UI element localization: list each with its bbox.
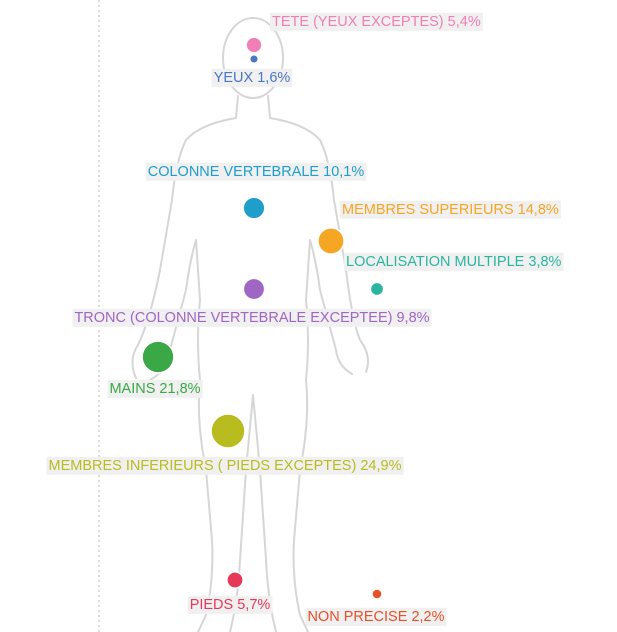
- bubble-label: NON PRECISE 2,2%: [307, 609, 444, 625]
- label-background: [305, 607, 447, 626]
- label-background: [107, 379, 203, 398]
- body-silhouette: [131, 17, 369, 632]
- label-background: [187, 595, 273, 614]
- bubble: [248, 53, 260, 65]
- label-background: [340, 200, 561, 219]
- category-name: MAINS: [109, 381, 155, 397]
- label-background: [270, 12, 483, 31]
- bubble: [317, 227, 345, 255]
- bubble: [371, 588, 383, 600]
- bubble-label: MEMBRES INFERIEURS ( PIEDS EXCEPTES) 24,…: [49, 458, 402, 474]
- category-name: TRONC (COLONNE VERTEBRALE EXCEPTEE): [74, 310, 392, 326]
- value-label: 5,4%: [448, 14, 481, 30]
- label-background: [145, 162, 367, 181]
- value-label: 10,1%: [323, 164, 364, 180]
- label-background: [72, 308, 432, 327]
- value-label: 5,7%: [237, 597, 270, 613]
- value-label: 21,8%: [159, 381, 200, 397]
- category-name: LOCALISATION MULTIPLE: [346, 254, 525, 270]
- bubble: [242, 196, 266, 220]
- value-label: 1,6%: [257, 70, 290, 86]
- bubble: [141, 340, 175, 374]
- value-label: 2,2%: [411, 609, 444, 625]
- bubble-label: TETE (YEUX EXCEPTES) 5,4%: [272, 14, 481, 30]
- bubble: [245, 36, 263, 54]
- label-background: [211, 68, 293, 87]
- bubble-label: COLONNE VERTEBRALE 10,1%: [148, 164, 365, 180]
- label-background: [344, 252, 564, 271]
- value-label: 24,9%: [360, 458, 401, 474]
- value-label: 9,8%: [396, 310, 429, 326]
- bubble: [210, 413, 246, 449]
- value-label: 3,8%: [528, 254, 561, 270]
- bubble-label: LOCALISATION MULTIPLE 3,8%: [346, 254, 562, 270]
- category-name: NON PRECISE: [307, 609, 407, 625]
- value-label: 14,8%: [518, 202, 559, 218]
- bubble-label: PIEDS 5,7%: [190, 597, 271, 613]
- category-name: MEMBRES SUPERIEURS: [342, 202, 514, 218]
- category-name: TETE (YEUX EXCEPTES): [272, 14, 444, 30]
- category-name: PIEDS: [190, 597, 234, 613]
- category-name: COLONNE VERTEBRALE: [148, 164, 320, 180]
- bubble-label: MAINS 21,8%: [109, 381, 200, 397]
- bubble: [369, 281, 385, 297]
- bubble: [226, 571, 244, 589]
- label-background: [46, 456, 404, 475]
- category-name: MEMBRES INFERIEURS ( PIEDS EXCEPTES): [49, 458, 357, 474]
- bubble-label: MEMBRES SUPERIEURS 14,8%: [342, 202, 559, 218]
- bubble-label: TRONC (COLONNE VERTEBRALE EXCEPTEE) 9,8%: [74, 310, 429, 326]
- bubble: [242, 277, 266, 301]
- bubble-label: YEUX 1,6%: [214, 70, 291, 86]
- category-name: YEUX: [214, 70, 254, 86]
